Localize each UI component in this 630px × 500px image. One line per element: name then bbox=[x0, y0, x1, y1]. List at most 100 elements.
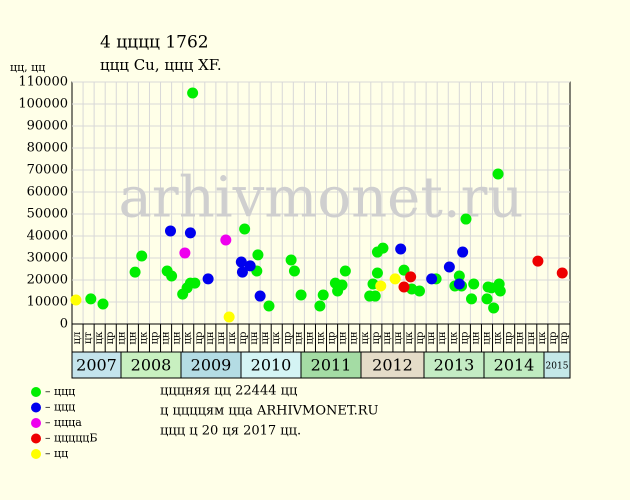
column-label: цр bbox=[150, 332, 161, 345]
point bbox=[377, 242, 389, 254]
point bbox=[466, 293, 478, 305]
legend-marker bbox=[31, 449, 41, 459]
point bbox=[288, 265, 300, 277]
column-label: цр bbox=[559, 332, 570, 345]
column-label: цр bbox=[194, 332, 205, 345]
column-label: цн bbox=[349, 331, 360, 344]
column-label: цк bbox=[493, 331, 504, 344]
point bbox=[235, 256, 247, 268]
point bbox=[398, 264, 410, 276]
column-label: цк bbox=[404, 331, 415, 344]
point bbox=[263, 300, 275, 312]
column-label: цк bbox=[537, 331, 548, 344]
column-label: цн bbox=[260, 331, 271, 344]
point bbox=[220, 234, 232, 246]
point bbox=[254, 290, 266, 302]
column-label: цн bbox=[172, 331, 183, 344]
point bbox=[468, 278, 480, 290]
column-label: цн bbox=[216, 331, 227, 344]
point bbox=[336, 279, 348, 291]
y-tick-label: 30000 bbox=[27, 251, 68, 266]
year-label: 2007 bbox=[76, 356, 117, 375]
year-band bbox=[71, 351, 122, 379]
y-tick-label: 90000 bbox=[27, 119, 68, 134]
column-label: цк bbox=[316, 331, 327, 344]
year-label: 2015 bbox=[546, 362, 569, 372]
point bbox=[295, 289, 307, 301]
chart-title: 4 цццц 1762 bbox=[100, 33, 209, 53]
column-label: цр bbox=[504, 332, 515, 345]
y-tick-label: 20000 bbox=[27, 273, 68, 288]
column-label: цр bbox=[548, 332, 559, 345]
column-label: цн bbox=[161, 331, 172, 344]
point bbox=[371, 267, 383, 279]
column-label: цт bbox=[83, 332, 94, 344]
point bbox=[179, 247, 191, 259]
point bbox=[453, 278, 465, 290]
y-tick-label: 40000 bbox=[27, 229, 68, 244]
column-label: цк bbox=[271, 331, 282, 344]
column-label: цн bbox=[482, 331, 493, 344]
column-label: цр bbox=[105, 332, 116, 345]
column-label: цк bbox=[227, 331, 238, 344]
column-label: цр bbox=[327, 332, 338, 345]
y-axis-label: цц, цц bbox=[10, 61, 45, 74]
point bbox=[457, 246, 469, 258]
column-label: цн bbox=[116, 331, 127, 344]
point bbox=[317, 289, 329, 301]
column-label: цн bbox=[382, 331, 393, 344]
column-label: цн bbox=[470, 331, 481, 344]
point bbox=[85, 293, 97, 305]
year-label: 2013 bbox=[434, 356, 475, 375]
y-tick-label: 110000 bbox=[18, 75, 68, 90]
legend-marker bbox=[31, 433, 41, 444]
point bbox=[398, 281, 410, 293]
year-band bbox=[120, 351, 182, 379]
point bbox=[443, 261, 455, 273]
point bbox=[189, 277, 201, 289]
point bbox=[481, 293, 493, 305]
column-label: цк bbox=[94, 331, 105, 344]
point bbox=[405, 271, 417, 283]
column-label: цн bbox=[293, 331, 304, 344]
point bbox=[460, 213, 472, 225]
column-label: цр bbox=[371, 332, 382, 345]
year-label: 2009 bbox=[191, 356, 232, 375]
column-label: цн bbox=[127, 331, 138, 344]
point bbox=[97, 298, 109, 310]
year-band bbox=[543, 351, 571, 379]
year-band bbox=[300, 351, 362, 379]
legend-label: – цццццБ bbox=[45, 432, 97, 445]
point bbox=[239, 223, 251, 235]
legend-marker bbox=[31, 402, 41, 413]
y-tick-label: 80000 bbox=[27, 141, 68, 156]
point bbox=[187, 87, 199, 99]
point bbox=[252, 249, 264, 261]
point bbox=[136, 250, 148, 262]
legend-marker bbox=[31, 387, 41, 397]
point bbox=[453, 270, 465, 282]
point bbox=[426, 273, 438, 285]
note: цццняя цц 22444 цц bbox=[160, 384, 297, 399]
column-label: цн bbox=[205, 331, 216, 344]
point bbox=[532, 255, 544, 267]
column-label: цк bbox=[448, 331, 459, 344]
y-tick-label: 60000 bbox=[27, 185, 68, 200]
column-label: цр bbox=[415, 332, 426, 345]
point bbox=[164, 225, 176, 237]
point bbox=[184, 227, 196, 239]
point bbox=[236, 266, 248, 278]
year-band bbox=[483, 351, 545, 379]
column-label: цн bbox=[304, 331, 315, 344]
note: ц ццццям цца ARHIVMONET.RU bbox=[160, 404, 379, 419]
column-label: цк bbox=[138, 331, 149, 344]
point bbox=[166, 270, 178, 282]
column-label: цр bbox=[238, 332, 249, 345]
column-label: цн bbox=[437, 331, 448, 344]
point bbox=[492, 168, 504, 180]
column-label: цк bbox=[360, 331, 371, 344]
point bbox=[339, 265, 351, 277]
chart-subtitle: ццц Cu, ццц XF. bbox=[100, 56, 222, 74]
point bbox=[70, 294, 82, 306]
